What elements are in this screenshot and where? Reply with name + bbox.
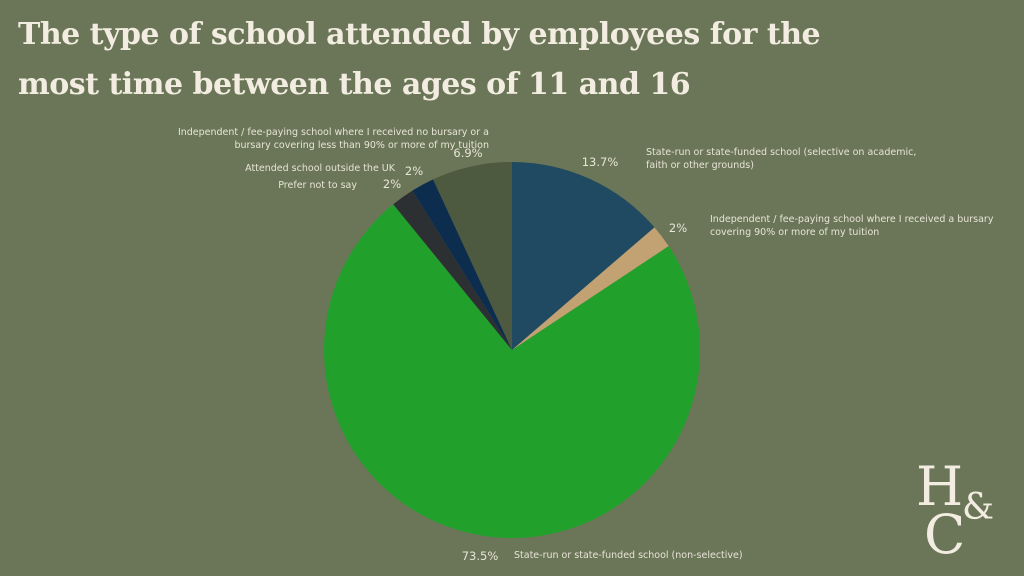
logo-letter-h: H bbox=[916, 455, 964, 518]
slice-value-label-3: 2% bbox=[383, 177, 401, 191]
pie-slice-5 bbox=[433, 162, 512, 350]
pie-slice-4 bbox=[412, 179, 512, 350]
page-title: The type of school attended by employees… bbox=[18, 17, 821, 102]
logo-letter-c: C bbox=[924, 503, 966, 566]
slice-value-label-4: 2% bbox=[405, 164, 423, 178]
slice-category-label-2: State-run or state-funded school (non-se… bbox=[514, 550, 743, 561]
pie-slice-0 bbox=[512, 162, 655, 350]
pie-labels: 13.7% State-run or state-funded school (s… bbox=[178, 127, 994, 563]
logo-ampersand: & bbox=[962, 487, 995, 528]
pie-slice-2 bbox=[323, 204, 700, 539]
brand-logo: H & C bbox=[912, 458, 1012, 568]
slice-value-label-5: 6.9% bbox=[453, 146, 482, 160]
slice-value-label-0: 13.7% bbox=[582, 155, 619, 169]
slice-value-label-1: 2% bbox=[669, 221, 687, 235]
slice-category-label-3: Prefer not to say bbox=[278, 180, 357, 191]
slice-category-label-1: Independent / fee-paying school where I … bbox=[710, 214, 994, 238]
pie-slices bbox=[323, 162, 700, 539]
pie-slice-3 bbox=[393, 190, 512, 350]
slice-category-label-4: Attended school outside the UK bbox=[245, 163, 396, 174]
slice-category-label-0: State-run or state-funded school (select… bbox=[646, 147, 916, 171]
slice-category-label-5: Independent / fee-paying school where I … bbox=[178, 127, 489, 151]
pie-slice-1 bbox=[512, 227, 669, 350]
slice-value-label-2: 73.5% bbox=[462, 549, 499, 563]
